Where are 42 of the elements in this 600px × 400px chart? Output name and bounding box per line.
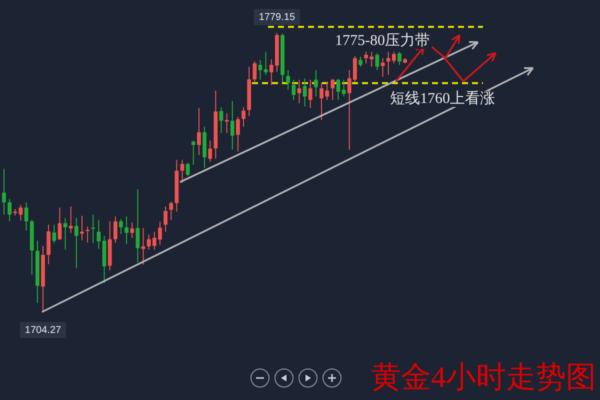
annotation: 1779.15: [258, 12, 296, 23]
candlestick: [208, 140, 212, 162]
candlestick: [314, 70, 318, 98]
candlestick: [286, 70, 290, 90]
candlestick: [24, 202, 28, 232]
candlestick: [130, 222, 134, 239]
text: 黄金4小时走势图: [371, 360, 596, 396]
candlestick: [292, 79, 296, 100]
candlestick: [197, 108, 201, 156]
candlestick: [358, 56, 362, 68]
candlestick: [63, 217, 68, 250]
candlestick: [242, 106, 246, 128]
candlestick: [308, 79, 312, 109]
candlestick: [91, 214, 96, 244]
candlestick: [224, 112, 229, 134]
candlestick: [46, 224, 51, 265]
candlestick: [68, 206, 73, 234]
candlestick: [380, 58, 385, 78]
candlestick: [236, 116, 240, 152]
candlestick: [186, 162, 190, 176]
candlestick: [164, 206, 168, 232]
candlestick: [113, 216, 118, 244]
candlestick: [124, 216, 128, 245]
candlestick: [264, 51, 268, 76]
candlestick: [169, 201, 174, 220]
candlestick: [8, 198, 12, 222]
candlestick: [74, 217, 78, 268]
candlestick: [58, 207, 62, 240]
ref-line-label: 1775-80压力带: [333, 32, 432, 49]
candlestick: [136, 188, 140, 263]
annotation: 1704.27: [24, 324, 62, 336]
candlestick: [86, 226, 90, 244]
candlestick: [119, 218, 123, 235]
candlestick: [191, 140, 196, 166]
candlestick: [230, 100, 234, 150]
candlestick: [252, 61, 257, 84]
candlestick: [52, 224, 56, 244]
candlestick: [330, 78, 335, 100]
candlestick: [2, 168, 6, 216]
candlestick: [398, 51, 402, 66]
ref-line-label: 短线1760上看涨: [388, 91, 497, 108]
candlestick: [302, 78, 307, 108]
